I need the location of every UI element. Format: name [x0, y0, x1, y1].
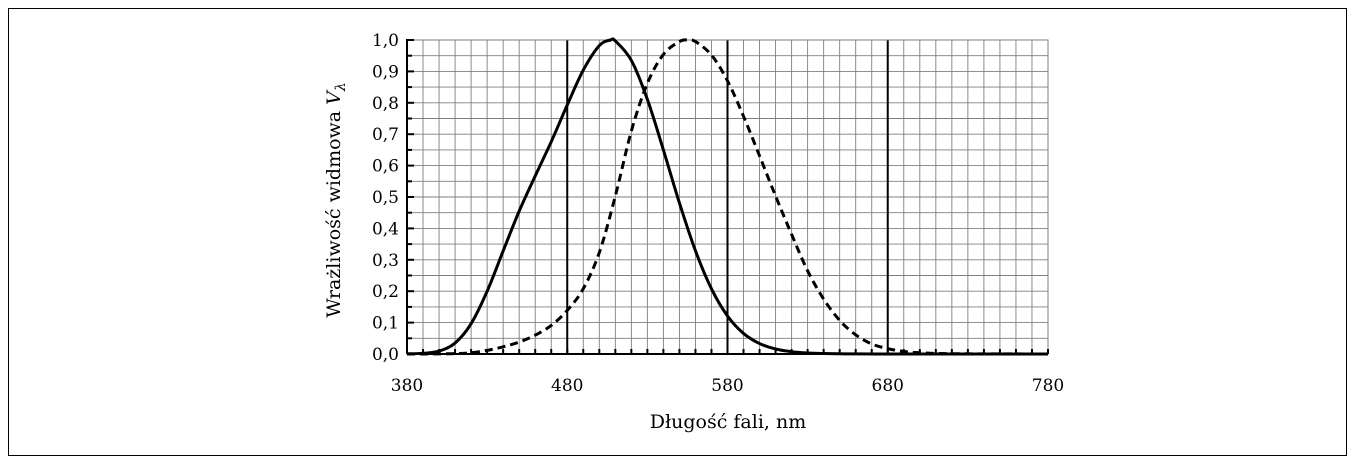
y-tick-label: 0,1 [372, 314, 399, 334]
y-axis-title-sub: λ [333, 82, 349, 92]
x-tick-label: 480 [551, 376, 583, 396]
series-line-dashed [406, 38, 1049, 356]
y-tick-label: 0,8 [372, 94, 399, 114]
y-tick-label: 0,7 [372, 125, 399, 145]
series-layer [406, 37, 1049, 356]
y-tick-labels: 0,0 0,1 0,2 0,3 0,4 0,5 0,6 0,7 0,8 0,9 1,0 [372, 31, 399, 365]
y-tick-label: 1,0 [372, 31, 399, 51]
x-tick-label: 380 [391, 376, 423, 396]
x-tick-label: 680 [872, 376, 904, 396]
major-vertical-lines [566, 40, 889, 354]
y-tick-label: 0,5 [372, 188, 399, 208]
y-tick-label: 0,6 [372, 157, 399, 177]
y-axis-title-var: V [323, 89, 345, 105]
series-line-solid [406, 37, 1049, 356]
y-tick-label: 0,4 [372, 219, 399, 239]
y-axis-title-main: Wrażliwość widmowa [323, 105, 345, 318]
y-tick-label: 0,0 [372, 345, 399, 365]
x-axis-title: Długość fali, nm [650, 411, 807, 433]
x-tick-labels: 380 480 580 680 780 [391, 376, 1064, 396]
y-tick-label: 0,9 [372, 62, 399, 82]
y-axis-title: Wrażliwość widmowa Vλ [323, 82, 349, 318]
x-tick-label: 580 [711, 376, 743, 396]
y-tick-label: 0,2 [372, 282, 399, 302]
chart-frame [8, 8, 1347, 456]
y-tick-label: 0,3 [372, 251, 399, 271]
x-tick-label: 780 [1032, 376, 1064, 396]
